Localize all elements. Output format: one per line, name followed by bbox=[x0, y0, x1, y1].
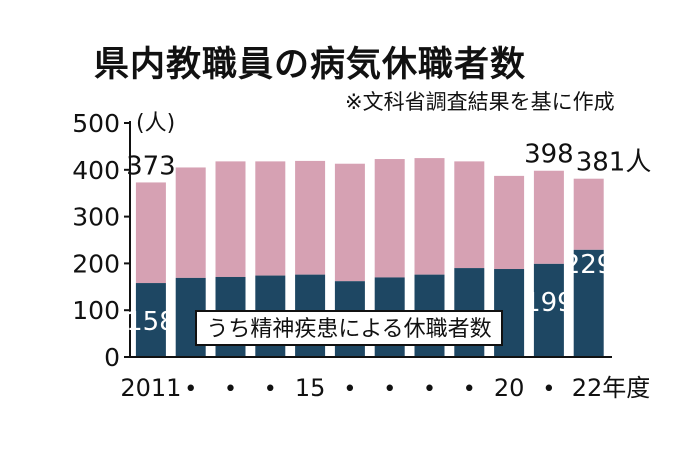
y-tick-label-200: 200 bbox=[72, 249, 120, 278]
x-tick-label-0: 2011 bbox=[120, 374, 181, 402]
x-tick-label-11: 22年度 bbox=[572, 374, 651, 402]
x-tick-label-2: • bbox=[224, 377, 237, 402]
y-tick-label-100: 100 bbox=[72, 296, 120, 325]
bar-other-2022 bbox=[573, 178, 604, 250]
bar-other-2014 bbox=[255, 161, 286, 276]
x-tick-label-6: • bbox=[383, 377, 396, 402]
data-label-total-2011: 373 bbox=[126, 151, 176, 181]
bar-other-2018 bbox=[414, 158, 445, 275]
y-tick-label-400: 400 bbox=[72, 156, 120, 185]
x-tick-label-1: • bbox=[184, 377, 197, 402]
bar-other-2020 bbox=[494, 175, 525, 270]
x-tick-label-5: • bbox=[343, 377, 356, 402]
x-tick-label-10: • bbox=[542, 377, 555, 402]
bar-mental-2011 bbox=[135, 283, 166, 357]
x-tick-label-9: 20 bbox=[494, 374, 525, 402]
bar-other-2017 bbox=[374, 159, 405, 278]
chart-title: 県内教職員の病気休職者数 bbox=[94, 45, 527, 85]
bar-other-2019 bbox=[454, 161, 485, 269]
y-tick-label-500: 500 bbox=[72, 109, 120, 138]
bar-other-2013 bbox=[215, 161, 246, 277]
y-tick-label-0: 0 bbox=[104, 343, 120, 372]
source-note: ※文科省調査結果を基に作成 bbox=[345, 90, 615, 114]
bar-mental-2022 bbox=[573, 249, 604, 357]
legend-box bbox=[195, 310, 503, 346]
x-tick-label-3: • bbox=[264, 377, 277, 402]
x-tick-label-8: • bbox=[463, 377, 476, 402]
bar-other-2012 bbox=[175, 167, 206, 278]
data-label-mental-2022: 229人 bbox=[564, 250, 640, 280]
y-tick-label-300: 300 bbox=[72, 203, 120, 232]
data-label-mental-2011: 158 bbox=[126, 307, 176, 337]
bar-other-2011 bbox=[135, 182, 166, 284]
data-label-total-2021: 398 bbox=[524, 140, 574, 170]
bar-mental-2021 bbox=[533, 263, 564, 357]
data-label-mental-2021: 199 bbox=[524, 288, 574, 318]
x-tick-label-4: 15 bbox=[295, 374, 326, 402]
data-label-total-2022: 381人 bbox=[576, 148, 652, 178]
bar-other-2016 bbox=[334, 163, 365, 282]
legend-label: うち精神疾患による休職者数 bbox=[206, 317, 491, 342]
y-unit-label: (人) bbox=[136, 111, 175, 136]
x-tick-label-7: • bbox=[423, 377, 436, 402]
bar-other-2015 bbox=[295, 160, 326, 275]
bar-other-2021 bbox=[533, 170, 564, 264]
